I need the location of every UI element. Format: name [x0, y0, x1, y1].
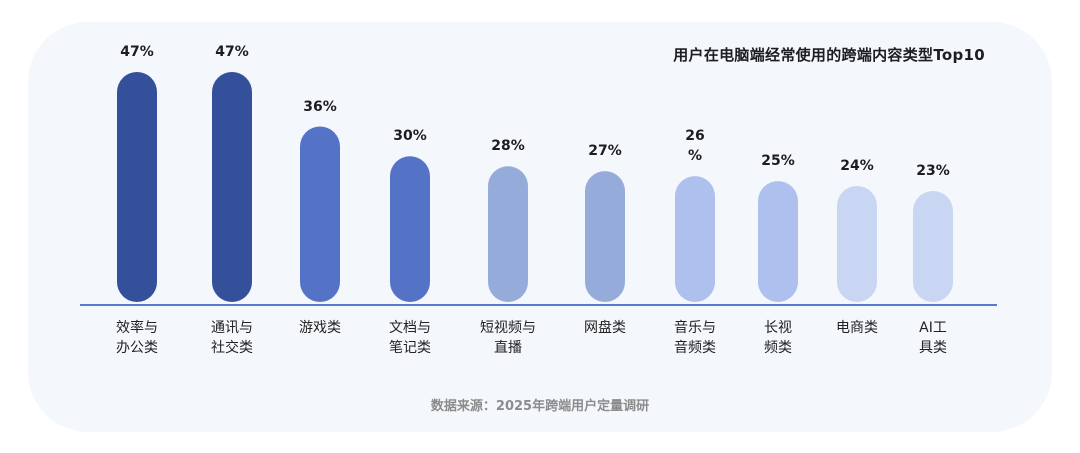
bar-value-label-9: 24% [840, 158, 874, 175]
chart-card [28, 22, 1052, 432]
bar-6 [585, 171, 625, 302]
bar-1 [117, 72, 157, 302]
bar-4 [390, 156, 430, 302]
bar-value-label-4: 30% [393, 128, 427, 145]
category-label-7: 音乐与 音频类 [674, 320, 716, 356]
bar-7 [675, 176, 715, 302]
bar-value-label-3: 36% [303, 98, 337, 115]
bar-9 [837, 186, 877, 302]
bar-value-label-10: 23% [916, 162, 950, 179]
category-label-5: 短视频与 直播 [480, 320, 536, 356]
category-label-4: 文档与 笔记类 [389, 320, 431, 356]
bar-value-label-1: 47% [120, 44, 154, 60]
chart-title: 用户在电脑端经常使用的跨端内容类型Top10 [673, 46, 985, 64]
bar-value-label-5: 28% [491, 138, 525, 155]
bar-2 [212, 72, 252, 302]
bar-8 [758, 181, 798, 302]
bar-value-label-2: 47% [215, 44, 249, 60]
category-label-8: 长视 频类 [764, 320, 792, 356]
category-label-10: AI工 具类 [919, 320, 947, 356]
category-label-3: 游戏类 [299, 320, 341, 336]
bar-10 [913, 190, 953, 302]
category-label-1: 效率与 办公类 [116, 320, 158, 356]
bar-value-label-8: 25% [761, 153, 795, 170]
data-source: 数据来源：2025年跨端用户定量调研 [430, 399, 650, 414]
category-label-9: 电商类 [836, 320, 878, 336]
bar-5 [488, 166, 528, 302]
category-label-2: 通讯与 社交类 [211, 320, 253, 356]
category-label-6: 网盘类 [584, 320, 626, 336]
bar-value-label-7: 26% [685, 128, 705, 165]
bar-value-label-6: 27% [588, 143, 622, 160]
bar-3 [300, 126, 340, 302]
